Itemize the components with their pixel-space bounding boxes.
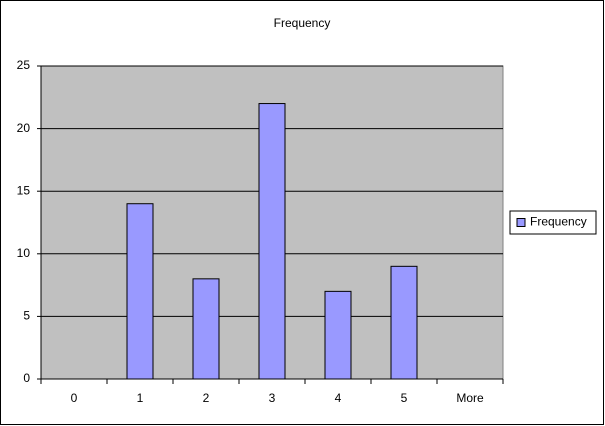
x-tick-label: More bbox=[456, 391, 484, 405]
legend-label: Frequency bbox=[530, 215, 587, 229]
x-tick-label: 1 bbox=[137, 391, 144, 405]
x-tick-label: 2 bbox=[203, 391, 210, 405]
y-tick-label: 10 bbox=[17, 246, 31, 260]
legend-swatch bbox=[516, 218, 526, 227]
bar bbox=[324, 290, 352, 380]
x-tick-label: 3 bbox=[269, 391, 276, 405]
y-tick-label: 25 bbox=[17, 58, 31, 72]
y-tick-label: 20 bbox=[17, 121, 31, 135]
y-tick-label: 0 bbox=[23, 371, 30, 385]
y-tick-label: 5 bbox=[23, 309, 30, 323]
chart-title: Frequency bbox=[274, 16, 331, 30]
x-tick-label: 0 bbox=[71, 391, 78, 405]
x-tick-label: 5 bbox=[401, 391, 408, 405]
x-tick-label: 4 bbox=[335, 391, 342, 405]
bar bbox=[390, 265, 418, 380]
bar bbox=[192, 278, 220, 380]
legend-box bbox=[509, 210, 597, 235]
bar bbox=[126, 203, 154, 380]
bar bbox=[258, 103, 286, 380]
y-tick-label: 15 bbox=[17, 183, 31, 197]
